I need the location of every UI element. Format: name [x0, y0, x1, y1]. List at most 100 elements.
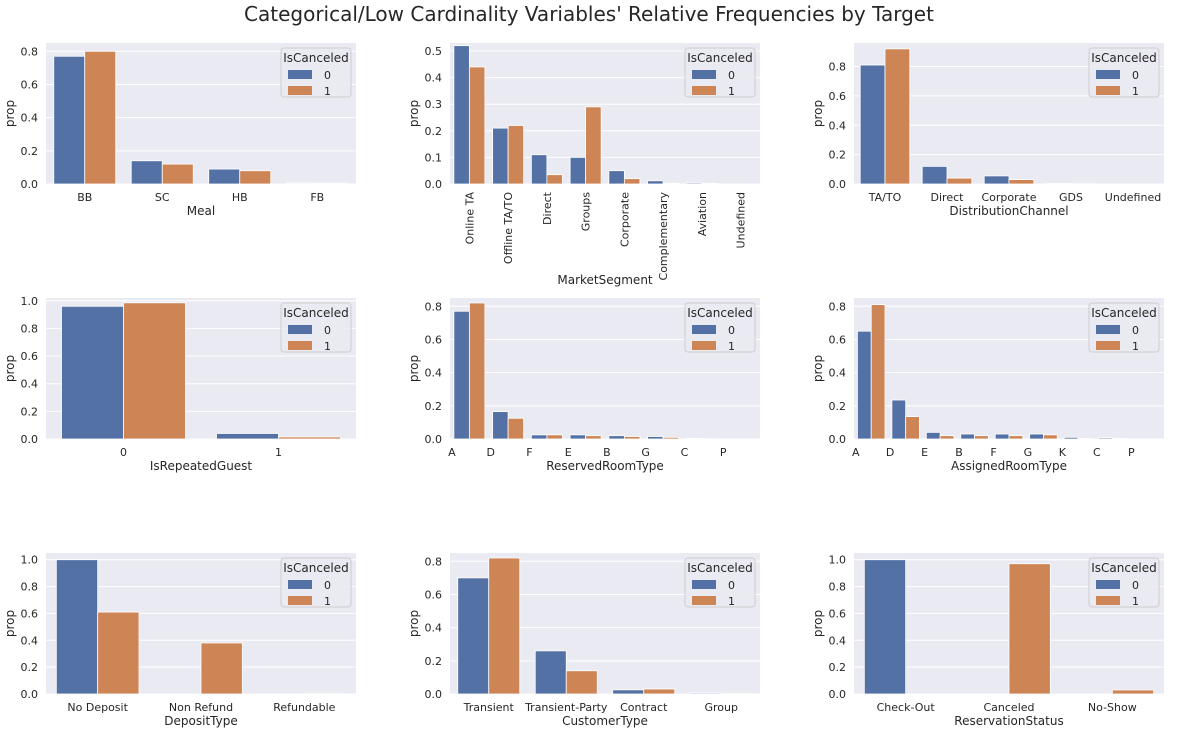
y-tick-label: 0.4: [425, 72, 443, 85]
x-tick-label: Online TA: [463, 192, 476, 245]
legend-swatch-0: [692, 325, 716, 334]
y-tick-label: 0.2: [21, 661, 39, 674]
y-tick-label: 0.6: [425, 333, 443, 346]
subplot-marketsegment: 0.0 0.1 0.2 0.3 0.4 0.5 Online TA Offline TA/TO…: [407, 43, 760, 287]
x-tick-label: Complementary: [657, 192, 670, 281]
y-tick-label: 0.2: [21, 145, 39, 158]
y-tick-label: 0.0: [829, 178, 847, 191]
y-tick-label: 0.8: [829, 300, 847, 313]
subplot-deposittype: 0.0 0.2 0.4 0.6 0.8 1.0 No Deposit Non Refund Re…: [3, 553, 356, 728]
y-tick-label: 0.4: [425, 367, 443, 380]
legend-label: 0: [1132, 324, 1139, 337]
bar-a-0: [857, 330, 872, 440]
legend-swatch-1: [692, 341, 716, 350]
bar-corporate-1: [623, 178, 641, 185]
bar-direct-1: [546, 174, 563, 185]
x-tick-label: Undefined: [1105, 191, 1161, 204]
x-tick-label: Transient: [463, 701, 515, 714]
legend: IsCanceled 0 1: [1088, 47, 1160, 98]
x-tick-label: C: [681, 446, 689, 459]
bar-corporate-0: [608, 170, 625, 185]
x-tick-label: E: [921, 446, 928, 459]
legend-label: 1: [728, 595, 735, 608]
x-tick-label: No-Show: [1088, 701, 1137, 714]
y-tick-label: 0.0: [21, 688, 39, 701]
subplot-meal: 0.0 0.2 0.4 0.6 0.8 BB SC HB FB Meal prop IsCancele…: [3, 43, 356, 218]
bar-0-0: [61, 305, 124, 440]
y-axis-label: prop: [811, 355, 825, 382]
bar-direct-1: [946, 177, 973, 185]
legend-swatch-0: [1096, 70, 1120, 79]
legend: IsCanceled 0 1: [684, 302, 756, 353]
x-tick-label: B: [603, 446, 611, 459]
legend: IsCanceled 0 1: [280, 557, 352, 608]
bar-c-0: [1098, 437, 1113, 440]
y-tick-label: 0.4: [829, 634, 847, 647]
bar-no-show-1: [1111, 689, 1155, 695]
bar-a-1: [468, 302, 486, 440]
bar-hb-1: [239, 170, 272, 185]
x-tick-label: 1: [275, 446, 282, 459]
y-tick-label: 0.0: [21, 433, 39, 446]
y-tick-label: 0.4: [425, 622, 443, 635]
bar-complementary-0: [647, 180, 664, 185]
x-tick-label: FB: [310, 191, 324, 204]
y-tick-label: 0.2: [829, 661, 847, 674]
bar-direct-0: [921, 165, 948, 185]
legend-label: 0: [728, 324, 735, 337]
bar-f-1: [546, 434, 563, 440]
bar-g-0: [1029, 433, 1044, 440]
legend-label: 0: [324, 579, 331, 592]
x-tick-label: A: [448, 446, 456, 459]
y-tick-label: 0.4: [21, 378, 39, 391]
y-tick-label: 0.2: [425, 400, 443, 413]
bar-complementary-1: [662, 182, 680, 185]
x-axis-label: DepositType: [164, 714, 237, 728]
x-tick-label: F: [990, 446, 996, 459]
bar-canceled-1: [1008, 563, 1051, 695]
y-tick-label: 0.6: [21, 78, 39, 91]
y-tick-label: 0.6: [829, 607, 847, 620]
subplot-reservationstatus: 0.0 0.2 0.4 0.6 0.8 1.0 Check-Out Canceled No-Sh…: [811, 553, 1164, 728]
legend-label: 1: [1132, 340, 1139, 353]
legend-swatch-1: [1096, 341, 1120, 350]
y-axis-label: prop: [811, 610, 825, 637]
y-tick-label: 0.5: [425, 45, 443, 58]
y-tick-label: 0.8: [21, 45, 39, 58]
x-tick-label: Refundable: [273, 701, 335, 714]
y-tick-label: 0.3: [425, 98, 443, 111]
y-tick-label: 0.6: [21, 607, 39, 620]
x-tick-label: GDS: [1059, 191, 1083, 204]
bar-bb-1: [84, 50, 117, 185]
y-tick-label: 0.2: [21, 405, 39, 418]
legend-swatch-0: [1096, 580, 1120, 589]
x-axis-label: CustomerType: [562, 714, 648, 728]
x-tick-label: Contract: [620, 701, 668, 714]
bar-f-1: [1008, 435, 1024, 440]
bar-e-0: [925, 431, 941, 440]
y-tick-label: 0.1: [425, 151, 443, 164]
y-tick-label: 0.8: [425, 555, 443, 568]
x-tick-label: C: [1093, 446, 1101, 459]
bar-b-0: [608, 435, 625, 440]
x-tick-label: A: [852, 446, 860, 459]
y-tick-label: 0.8: [21, 322, 39, 335]
legend-title: IsCanceled: [283, 51, 348, 65]
bar-sc-1: [161, 163, 194, 185]
legend-swatch-1: [1096, 86, 1120, 95]
bar-fb-0: [285, 182, 318, 185]
legend: IsCanceled 0 1: [684, 47, 756, 98]
bar-e-1: [585, 435, 602, 440]
bar-b-1: [623, 436, 641, 440]
bar-aviation-1: [701, 183, 718, 185]
bar-d-1: [507, 417, 525, 440]
bar-contract-1: [643, 688, 676, 695]
bar-a-0: [453, 310, 470, 440]
y-tick-label: 0.8: [425, 300, 443, 313]
bar-d-0: [492, 411, 509, 440]
legend-title: IsCanceled: [687, 306, 752, 320]
legend-label: 1: [324, 595, 331, 608]
legend: IsCanceled 0 1: [280, 47, 352, 98]
